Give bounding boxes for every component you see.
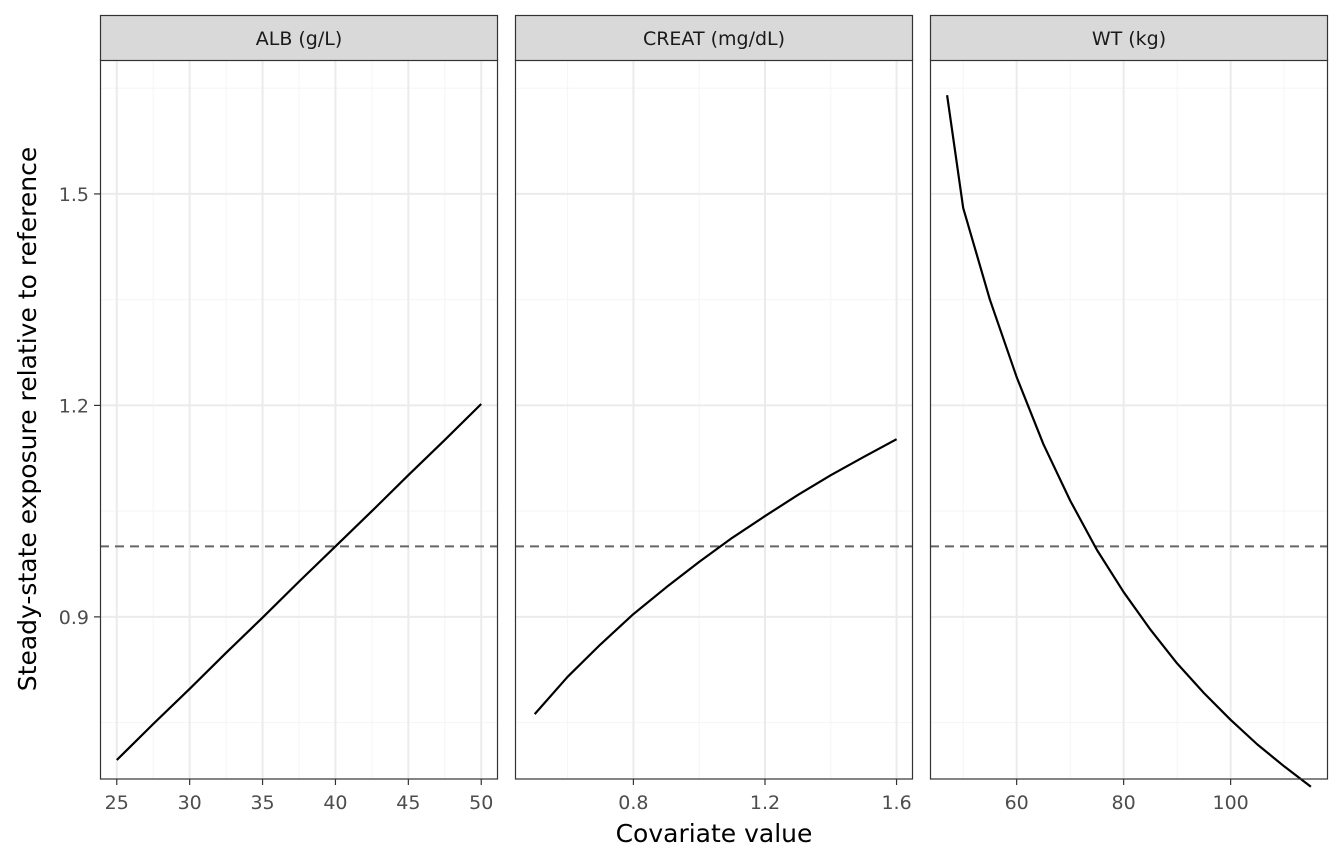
facet-strip bbox=[929, 14, 1329, 62]
x-tick-label: 1.2 bbox=[750, 792, 780, 814]
facet-panel: WT (kg) 60 80 100 bbox=[929, 14, 1329, 814]
x-tick-label: 25 bbox=[105, 792, 129, 814]
x-tick-label: 80 bbox=[1112, 792, 1136, 814]
panel-background bbox=[930, 60, 1328, 779]
facet-panel: CREAT (mg/dL) 0.8 1.2 1.6 bbox=[514, 14, 914, 814]
facet-strip bbox=[514, 14, 914, 62]
y-tick-label: 1.2 bbox=[59, 395, 89, 417]
panel-background bbox=[515, 60, 913, 779]
x-tick-label: 40 bbox=[323, 792, 347, 814]
facet-strip-label: ALB (g/L) bbox=[256, 28, 343, 50]
panels-layer: ALB (g/L) 25 30 35 40 45 50 CREAT (mg/dL) 0.8 1.2… bbox=[99, 14, 1329, 814]
y-tick-label: 1.5 bbox=[59, 184, 89, 206]
y-tick-label: 0.9 bbox=[59, 607, 89, 629]
x-tick-label: 30 bbox=[178, 792, 202, 814]
y-axis: 0.9 1.2 1.5 bbox=[59, 184, 100, 629]
series-line bbox=[533, 438, 898, 715]
facet-strip bbox=[99, 14, 499, 62]
x-tick-label: 45 bbox=[396, 792, 420, 814]
facet-panel: ALB (g/L) 25 30 35 40 45 50 bbox=[99, 14, 499, 814]
x-axis-title: Covariate value bbox=[616, 819, 813, 848]
x-tick-label: 60 bbox=[1005, 792, 1029, 814]
x-tick-label: 35 bbox=[250, 792, 274, 814]
x-tick-label: 0.8 bbox=[618, 792, 648, 814]
series-line bbox=[946, 95, 1312, 788]
facet-strip-label: CREAT (mg/dL) bbox=[643, 28, 785, 50]
x-tick-label: 100 bbox=[1213, 792, 1249, 814]
series-line bbox=[116, 403, 482, 761]
x-tick-label: 1.6 bbox=[881, 792, 911, 814]
facet-strip-label: WT (kg) bbox=[1092, 28, 1166, 50]
y-axis-title: Steady-state exposure relative to refere… bbox=[13, 147, 42, 691]
x-tick-label: 50 bbox=[469, 792, 493, 814]
